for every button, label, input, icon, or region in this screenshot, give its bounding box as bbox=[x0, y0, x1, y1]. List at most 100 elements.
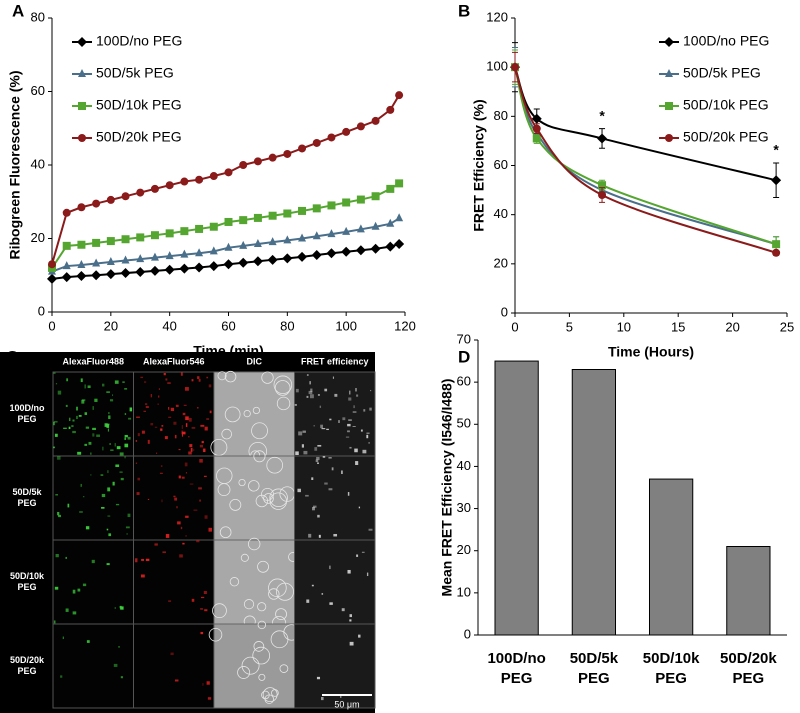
cell-speckle bbox=[107, 428, 110, 432]
cell-speckle bbox=[164, 436, 168, 440]
cell-speckle bbox=[120, 676, 123, 679]
micrograph-dic bbox=[213, 539, 295, 625]
cell-speckle bbox=[182, 542, 185, 545]
marker bbox=[394, 239, 405, 250]
x-tick-label: 5 bbox=[566, 319, 573, 334]
micrograph bbox=[133, 371, 215, 457]
cell-speckle bbox=[366, 572, 369, 577]
cell-speckle bbox=[179, 554, 183, 558]
marker bbox=[150, 252, 159, 261]
cell-speckle bbox=[165, 378, 168, 381]
cell-speckle bbox=[361, 551, 365, 553]
cell-speckle bbox=[295, 388, 299, 393]
cell-speckle bbox=[366, 432, 370, 434]
y-tick-label: 40 bbox=[31, 156, 45, 171]
cell-speckle bbox=[150, 423, 154, 426]
marker bbox=[136, 254, 145, 263]
cell-outline bbox=[243, 409, 251, 418]
marker bbox=[772, 248, 781, 257]
cell-speckle bbox=[158, 395, 160, 398]
bar bbox=[571, 369, 617, 636]
cell-speckle bbox=[199, 458, 203, 463]
series-line bbox=[514, 66, 777, 246]
series-line bbox=[514, 66, 777, 182]
cell-speckle bbox=[147, 439, 150, 444]
cell-speckle bbox=[328, 457, 332, 459]
cell-speckle bbox=[341, 608, 345, 612]
marker bbox=[312, 204, 321, 213]
marker bbox=[386, 218, 395, 227]
cell-speckle bbox=[107, 470, 109, 474]
cell-speckle bbox=[311, 584, 314, 587]
cell-speckle bbox=[349, 446, 352, 449]
cell-speckle bbox=[100, 474, 104, 476]
cell-speckle bbox=[65, 608, 69, 612]
cell-speckle bbox=[55, 553, 59, 558]
cell-speckle bbox=[295, 451, 299, 456]
cell-speckle bbox=[348, 419, 352, 421]
cell-speckle bbox=[349, 619, 352, 622]
y-tick-label: 80 bbox=[494, 108, 508, 123]
cell-speckle bbox=[84, 384, 86, 389]
panel-label: B bbox=[458, 1, 470, 20]
cell-speckle bbox=[306, 599, 310, 603]
cell-speckle bbox=[168, 600, 172, 603]
marker bbox=[239, 240, 248, 249]
cell-speckle bbox=[53, 421, 58, 423]
x-tick-label: 20 bbox=[725, 319, 739, 334]
marker bbox=[165, 181, 174, 190]
cell-speckle bbox=[106, 391, 110, 393]
marker bbox=[224, 242, 233, 251]
cell-speckle bbox=[181, 425, 183, 429]
marker bbox=[195, 224, 204, 233]
cell-speckle bbox=[147, 498, 150, 500]
cell-speckle bbox=[302, 430, 306, 433]
row-label: 100D/no PEG bbox=[9, 403, 45, 424]
cell-speckle bbox=[356, 554, 359, 557]
cell-speckle bbox=[114, 607, 116, 609]
cell-speckle bbox=[72, 419, 75, 422]
marker bbox=[106, 195, 115, 204]
cell-speckle bbox=[53, 372, 56, 374]
cell-speckle bbox=[82, 583, 87, 587]
cell-speckle bbox=[185, 423, 188, 427]
cell-speckle bbox=[84, 412, 88, 415]
cell-speckle bbox=[120, 605, 122, 609]
cell-speckle bbox=[200, 608, 203, 610]
cell-speckle bbox=[332, 376, 335, 379]
cell-outline bbox=[217, 371, 227, 381]
marker bbox=[326, 248, 337, 259]
legend-marker bbox=[664, 37, 674, 47]
series-line bbox=[51, 94, 400, 265]
cell-speckle bbox=[316, 456, 320, 461]
cell-outline bbox=[261, 690, 270, 700]
y-tick-label: 50 bbox=[457, 416, 471, 431]
marker bbox=[371, 116, 380, 125]
cell-speckle bbox=[204, 609, 208, 612]
cell-speckle bbox=[101, 506, 105, 509]
legend-label: 100D/no PEG bbox=[96, 33, 182, 49]
cell-outline bbox=[257, 602, 267, 612]
cell-speckle bbox=[196, 540, 200, 543]
y-tick-label: 20 bbox=[494, 255, 508, 270]
x-tick-label: 100D/no PEG bbox=[487, 650, 545, 687]
cell-speckle bbox=[173, 421, 177, 425]
marker bbox=[356, 122, 365, 131]
cell-speckle bbox=[53, 421, 55, 426]
cell-outline bbox=[279, 664, 289, 673]
cell-speckle bbox=[145, 558, 150, 561]
column-header: DIC bbox=[247, 356, 263, 366]
cell-speckle bbox=[161, 499, 163, 503]
marker bbox=[386, 184, 395, 193]
cell-speckle bbox=[203, 591, 207, 595]
cell-outline bbox=[258, 673, 266, 681]
cell-speckle bbox=[306, 395, 309, 398]
marker bbox=[327, 201, 336, 210]
cell-speckle bbox=[185, 472, 187, 474]
cell-speckle bbox=[202, 683, 204, 686]
cell-speckle bbox=[191, 427, 196, 429]
cell-speckle bbox=[85, 426, 90, 429]
cell-outline bbox=[257, 560, 269, 573]
legend-label: 50D/5k PEG bbox=[96, 65, 174, 81]
cell-speckle bbox=[150, 394, 153, 398]
